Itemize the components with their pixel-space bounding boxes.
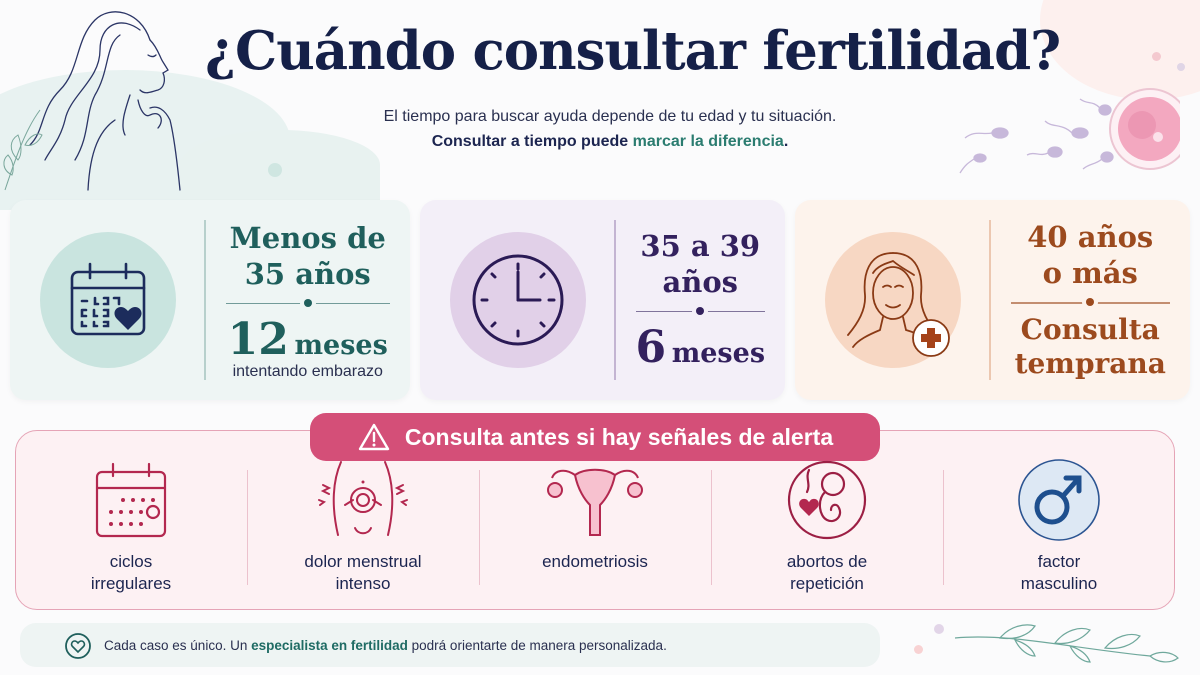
age-card-text: Menos de 35 años 12 meses intentando emb… [206,220,411,381]
decorative-dot [268,163,282,177]
recommendation-line2: temprana [1014,347,1166,380]
clock-icon [472,254,564,346]
alert-sign-label: dolor menstrual intenso [304,551,421,595]
alert-sign-label: endometriosis [542,551,648,573]
age-range-line2: años [662,264,739,299]
wait-time-unit: meses [294,329,388,361]
dot-divider [1010,295,1171,309]
wait-time-note: intentando embarazo [232,362,383,380]
age-card-40-plus: 40 años o más Consulta temprana [795,200,1190,400]
sperm-egg-illustration [959,88,1180,174]
footer-text-suffix: podrá orientarte de manera personalizada… [407,637,667,653]
age-range-line2: o más [1042,256,1138,290]
woman-medical-cross-icon [847,252,950,357]
irregular-calendar-icon [95,462,167,538]
age-card-text: 35 a 39 años 6 meses [616,228,786,373]
alert-banner-title: Consulta antes si hay señales de alerta [404,423,834,450]
footer-text-bold: especialista en fertilidad [251,637,408,653]
age-range-line1: 40 años [1027,220,1154,254]
uterus-icon [547,468,643,536]
subtitle-emphasis-text: Consultar a tiempo puede [431,133,633,150]
subtitle-emphasis: Consultar a tiempo puede marcar la difer… [280,133,940,151]
decorative-dot [914,645,923,654]
icon-circle [40,232,176,368]
alert-banner: Consulta antes si hay señales de alerta [310,413,880,461]
vertical-divider [614,220,616,380]
vertical-divider [204,220,206,380]
age-range-line2: 35 años [244,256,371,291]
decorative-dot [934,624,944,634]
label-line1: dolor menstrual [304,552,422,571]
label-line1: factor [1037,552,1081,571]
page-title: ¿Cuándo consultar fertilidad? [205,20,1061,82]
decorative-dot [1152,52,1161,61]
label-line2: repetición [790,574,864,593]
subtitle-period: . [783,133,789,150]
vertical-divider [989,220,991,380]
wait-time-number: 6 [635,321,667,373]
alert-sign-item: factor masculino [943,455,1175,605]
age-card-text: 40 años o más Consulta temprana [991,219,1191,381]
footer-text-prefix: Cada caso es único. Un [104,637,252,653]
alert-sign-label: abortos de repetición [787,551,867,595]
alert-sign-item: ciclos irregulares [15,455,247,605]
label-line2: intenso [335,574,391,593]
age-card-35-39: 35 a 39 años 6 meses [420,200,785,400]
icon-circle [825,232,961,368]
male-symbol-icon [1018,459,1100,541]
wait-time: 12 meses [216,314,401,365]
wait-time-unit: meses [671,337,766,369]
footer-text: Cada caso es único. Un especialista en f… [104,638,667,653]
woman-illustration [3,11,181,191]
age-range-line1: 35 a 39 [640,228,761,263]
wait-time-number: 12 [227,313,289,365]
label-line2: masculino [1020,574,1098,593]
alert-sign-item: endometriosis [479,455,711,605]
calendar-heart-icon [70,262,146,336]
alert-signs-list: ciclos irregulares dolor menstrual intenso [15,455,1175,605]
recommendation-line1: Consulta [1020,313,1160,346]
heart-shield-icon [65,633,91,659]
leaf-branch-illustration [954,624,1179,663]
subtitle-accent: marcar la diferencia [632,133,784,150]
alert-sign-label: ciclos irregulares [91,551,171,595]
alert-sign-item: abortos de repetición [711,455,943,605]
wait-time: 6 meses [626,322,776,373]
label-line1: ciclos [109,552,153,571]
icon-circle [450,232,586,368]
decorative-dot [1177,63,1185,71]
footer-note: Cada caso es único. Un especialista en f… [20,623,880,667]
subtitle: El tiempo para buscar ayuda depende de t… [383,108,837,125]
warning-triangle-icon [358,423,390,451]
pelvic-pain-icon [318,461,408,536]
age-range-line1: Menos de [229,220,386,255]
dot-divider [635,304,766,318]
label-line1: endometriosis [542,552,648,571]
label-line2: irregulares [90,574,172,593]
alert-sign-label: factor masculino [1021,551,1098,595]
dot-divider [225,296,391,310]
label-line1: abortos de [786,552,868,571]
age-card-under-35: Menos de 35 años 12 meses intentando emb… [10,200,410,400]
alert-sign-item: dolor menstrual intenso [247,455,479,605]
embryo-heart-icon [787,460,867,540]
